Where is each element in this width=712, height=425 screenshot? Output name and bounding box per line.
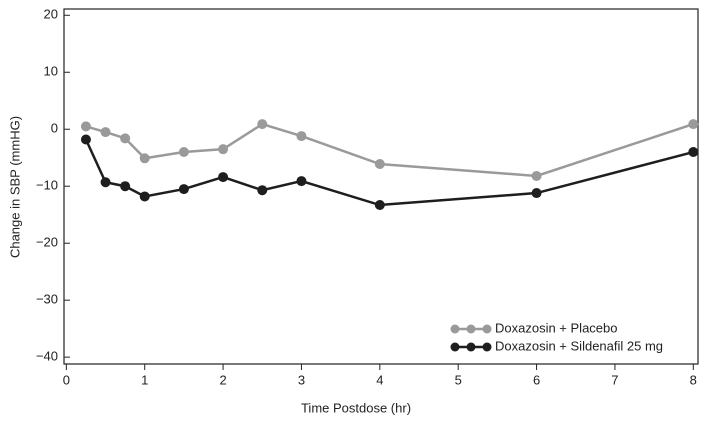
x-tick-label: 1: [141, 372, 148, 387]
data-point: [531, 170, 542, 181]
x-tick-label: 7: [611, 372, 618, 387]
x-tick-label: 6: [533, 372, 540, 387]
y-tick-label: −20: [36, 235, 58, 250]
y-axis-label: Change in SBP (mmHG): [7, 116, 22, 258]
series-line: [85, 122, 694, 178]
data-point: [178, 184, 189, 195]
series-line: [84, 138, 694, 207]
data-point: [257, 119, 268, 130]
data-point: [531, 188, 542, 199]
data-point: [100, 127, 111, 138]
legend-marker: [466, 324, 476, 334]
legend-marker: [450, 324, 460, 334]
x-tick-label: 8: [690, 372, 697, 387]
data-point: [218, 144, 229, 155]
data-point: [80, 121, 91, 132]
data-point: [257, 185, 268, 196]
data-point: [139, 191, 150, 202]
data-point: [296, 176, 307, 187]
data-point: [374, 200, 385, 211]
data-point: [100, 177, 111, 188]
data-point: [688, 119, 699, 130]
y-tick-label: −30: [36, 292, 58, 307]
legend-label: Doxazosin + Placebo: [495, 320, 618, 335]
x-tick-label: 0: [63, 372, 70, 387]
x-tick-label: 2: [219, 372, 226, 387]
y-tick-label: 20: [44, 7, 58, 22]
y-tick-label: 10: [44, 64, 58, 79]
legend-marker: [482, 342, 492, 352]
data-point: [80, 134, 91, 145]
data-point: [139, 153, 150, 164]
data-point: [374, 158, 385, 169]
legend-marker: [482, 324, 492, 334]
data-point: [296, 131, 307, 142]
data-point: [120, 133, 131, 144]
y-tick-label: −10: [36, 178, 58, 193]
y-tick-label: 0: [51, 121, 58, 136]
x-tick-label: 3: [298, 372, 305, 387]
data-point: [218, 172, 229, 183]
legend-marker: [450, 342, 460, 352]
plot-frame: [63, 8, 699, 365]
data-point: [178, 147, 189, 158]
x-axis-label: Time Postdose (hr): [301, 400, 411, 415]
x-tick-label: 4: [376, 372, 383, 387]
data-point: [688, 147, 699, 158]
data-point: [120, 181, 131, 192]
legend-marker: [466, 342, 476, 352]
legend-label: Doxazosin + Sildenafil 25 mg: [495, 338, 663, 353]
y-tick-label: −40: [36, 349, 58, 364]
x-tick-label: 5: [455, 372, 462, 387]
